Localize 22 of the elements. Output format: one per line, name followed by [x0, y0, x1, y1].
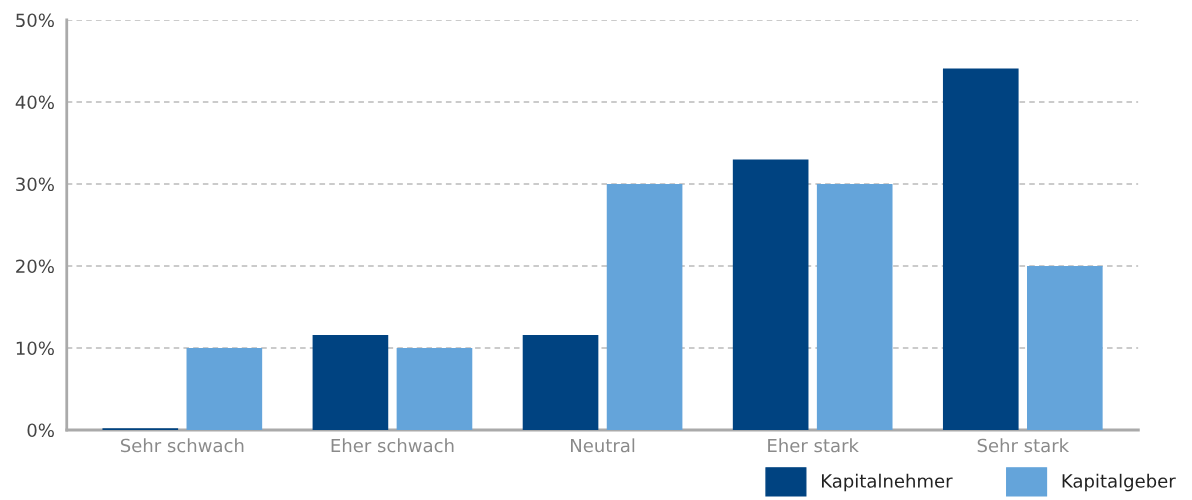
bar — [522, 334, 599, 430]
y-tick-label: 50% — [16, 13, 54, 28]
x-tick-label: Sehr schwach — [120, 438, 244, 453]
bar — [942, 68, 1019, 430]
legend-label: Kapitalgeber — [1062, 473, 1176, 492]
bar — [186, 348, 263, 430]
x-tick-label: Neutral — [571, 438, 635, 453]
bar — [312, 334, 389, 430]
x-tick-label: Eher stark — [768, 438, 859, 453]
y-tick-label: 20% — [16, 259, 54, 274]
y-tick-label: 10% — [16, 341, 54, 356]
y-tick-label: 40% — [15, 95, 54, 110]
bar — [396, 348, 473, 430]
bar — [606, 184, 683, 430]
bar — [732, 159, 809, 430]
bar — [1027, 266, 1103, 430]
y-tick-label: 0% — [27, 423, 54, 438]
legend-label: Kapitalnehmer — [821, 473, 953, 492]
y-tick-label: 30% — [16, 177, 54, 192]
x-tick-label: Eher schwach — [331, 438, 454, 453]
x-tick-label: Sehr stark — [977, 438, 1070, 453]
bar — [816, 184, 893, 430]
